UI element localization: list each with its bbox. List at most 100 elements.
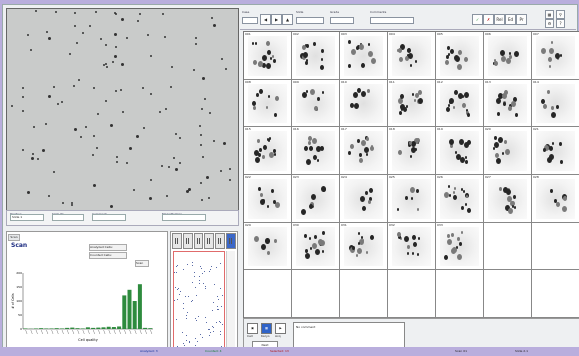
gallery-cell[interactable]: 033 <box>436 222 484 271</box>
chromosome-blob <box>312 155 317 161</box>
reject-icon[interactable]: ✗ <box>483 14 494 25</box>
karyogram-thumb-2[interactable] <box>182 233 193 249</box>
gallery-cell[interactable]: 032 <box>388 222 436 271</box>
tab-scan[interactable]: Scan <box>8 234 20 241</box>
vertical-scrollbar[interactable] <box>226 251 235 351</box>
gallery-cell[interactable] <box>484 222 532 271</box>
help-icon[interactable]: ? <box>556 19 565 28</box>
gallery-cell[interactable]: 011 <box>388 79 436 128</box>
cell-spot <box>103 63 106 66</box>
gallery-cell[interactable]: 008 <box>244 79 292 128</box>
metaphase-image <box>392 131 431 171</box>
gallery-cell[interactable]: 031 <box>340 222 388 271</box>
gallery-cell[interactable]: 003 <box>340 32 388 80</box>
cell-spot <box>199 182 202 185</box>
slide-field[interactable] <box>296 17 324 24</box>
cell-spot <box>97 113 100 116</box>
magnification-field[interactable] <box>162 214 206 221</box>
grade-field[interactable] <box>330 17 354 24</box>
slide-overview-image[interactable] <box>6 8 239 211</box>
gallery-cell[interactable]: 022 <box>244 175 292 223</box>
gallery-cell[interactable]: 016 <box>292 127 340 175</box>
gallery-cell[interactable]: 028 <box>532 175 579 223</box>
gallery-cell[interactable]: 013 <box>484 79 532 128</box>
gallery-cell[interactable] <box>436 270 484 318</box>
acquire-button[interactable]: ▶ <box>275 323 286 334</box>
karyo-view-button[interactable]: ▩ <box>261 323 272 334</box>
karyogram-thumb-1[interactable] <box>172 233 182 249</box>
gallery-cell[interactable]: 015 <box>244 127 292 175</box>
karyogram-thumb-selected[interactable] <box>226 233 236 249</box>
chromosome-blob <box>260 243 266 250</box>
gallery-cell[interactable] <box>388 270 436 318</box>
case-field[interactable] <box>242 17 258 24</box>
analyzed-cells-label: Analyzed Cells: <box>89 244 127 251</box>
cell-spot <box>208 111 211 114</box>
comment-field[interactable] <box>92 214 126 221</box>
gallery-cell[interactable]: 027 <box>484 175 532 223</box>
karyogram-thumb-4[interactable] <box>204 233 215 249</box>
gallery-cell[interactable]: 026 <box>436 175 484 223</box>
scan-button[interactable]: Scan <box>135 260 149 267</box>
gallery-cell[interactable]: 005 <box>436 32 484 80</box>
gallery-cell[interactable]: 007 <box>532 32 579 80</box>
histogram-bar <box>59 328 64 329</box>
gallery-cell[interactable] <box>532 270 579 318</box>
accept-icon[interactable]: ✓ <box>472 14 483 25</box>
cell-view-button[interactable]: ▣ <box>247 323 258 334</box>
gallery-cell[interactable]: 029 <box>244 222 292 271</box>
first-button[interactable]: ▲ <box>282 14 293 25</box>
settings-icon[interactable]: ⚙ <box>545 19 554 28</box>
next-button[interactable]: ▶ <box>271 14 282 25</box>
scatter-point <box>217 306 219 308</box>
gallery-cell[interactable]: 030 <box>292 222 340 271</box>
gallery-cell[interactable]: 018 <box>388 127 436 175</box>
gallery-cell[interactable]: 025 <box>388 175 436 223</box>
scatter-point <box>219 322 221 324</box>
karyogram-thumb-3[interactable] <box>193 233 204 249</box>
metaphase-image <box>344 131 383 171</box>
gallery-cell[interactable]: 014 <box>532 79 579 128</box>
position-field[interactable]: Slide 1 <box>10 214 44 221</box>
karyogram-thumb-5[interactable] <box>215 233 226 249</box>
gallery-cell[interactable] <box>244 270 292 318</box>
edit-button[interactable]: Ed <box>505 14 516 25</box>
notes-textarea[interactable]: No comment <box>293 322 405 348</box>
gallery-cell[interactable]: 020 <box>484 127 532 175</box>
gallery-cell[interactable]: 010 <box>340 79 388 128</box>
relocate-button[interactable]: Rel <box>494 14 505 25</box>
gallery-cell[interactable]: 012 <box>436 79 484 128</box>
scatter-overview-box[interactable] <box>173 251 225 353</box>
cell-spot <box>202 155 205 158</box>
histogram-bar <box>65 327 70 329</box>
gallery-cell[interactable] <box>340 270 388 318</box>
gallery-cell[interactable]: 017 <box>340 127 388 175</box>
histogram-bar <box>44 328 49 329</box>
grid-view-icon[interactable]: ▦ <box>545 10 554 19</box>
scatter-point <box>189 340 191 342</box>
case-label: Case <box>242 10 250 14</box>
gallery-cell[interactable] <box>292 270 340 318</box>
gallery-cell[interactable]: 023 <box>292 175 340 223</box>
print-button[interactable]: Pr <box>516 14 527 25</box>
gallery-cell[interactable] <box>484 270 532 318</box>
gallery-cell[interactable]: 024 <box>340 175 388 223</box>
gallery-cell[interactable]: 002 <box>292 32 340 80</box>
gallery-cell[interactable]: 021 <box>532 127 579 175</box>
gallery-cell[interactable]: 009 <box>292 79 340 128</box>
gallery-cell[interactable]: 004 <box>388 32 436 80</box>
zoom-icon[interactable]: ⚲ <box>556 10 565 19</box>
gallery-cell[interactable] <box>532 222 579 271</box>
gallery-cell[interactable]: 006 <box>484 32 532 80</box>
gallery-cell[interactable]: 001 <box>244 32 292 80</box>
chromosome-blob <box>494 141 500 148</box>
prev-button[interactable]: ◀ <box>260 14 271 25</box>
comments-field[interactable] <box>370 17 414 24</box>
chromosome-blob <box>493 62 496 66</box>
cell-spot <box>174 132 177 135</box>
chromosome-blob <box>547 156 553 163</box>
slide-id-field[interactable] <box>52 214 84 221</box>
gallery-cell[interactable]: 019 <box>436 127 484 175</box>
cell-spot <box>105 100 108 103</box>
cell-spot <box>159 111 162 114</box>
